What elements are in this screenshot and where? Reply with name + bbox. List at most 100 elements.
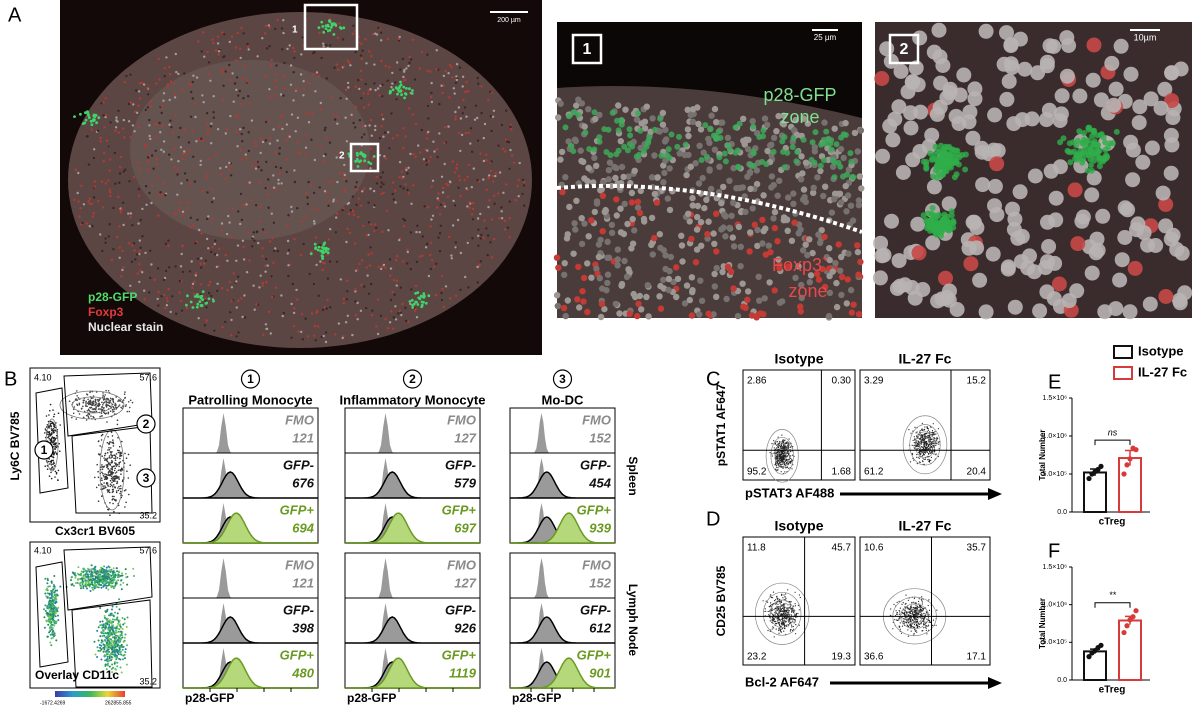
cell — [360, 259, 364, 262]
cell — [129, 216, 132, 219]
cell — [247, 131, 250, 134]
cell — [358, 87, 361, 91]
cell — [256, 55, 259, 58]
cell — [228, 161, 231, 165]
gfp-cell — [817, 162, 824, 169]
cell — [637, 187, 644, 195]
cell — [1165, 227, 1181, 243]
cell — [477, 234, 480, 238]
cell — [90, 202, 94, 205]
event — [89, 400, 91, 402]
event — [124, 397, 126, 399]
cell — [290, 336, 293, 339]
cell — [365, 266, 368, 269]
cell — [941, 196, 957, 212]
cell — [190, 90, 193, 94]
event — [126, 583, 129, 586]
cell — [267, 193, 270, 197]
cell — [195, 76, 199, 79]
cell — [389, 274, 392, 277]
cell — [446, 195, 450, 198]
event — [56, 589, 59, 592]
cell — [488, 199, 491, 202]
cell — [999, 25, 1014, 41]
label: p28-GFP — [185, 691, 234, 705]
cell — [185, 201, 189, 204]
cell — [132, 242, 136, 245]
event — [95, 486, 98, 489]
event — [45, 595, 48, 598]
cell — [744, 146, 752, 153]
cell — [489, 241, 492, 244]
cell — [203, 55, 206, 58]
cell — [837, 267, 844, 274]
cell — [608, 229, 616, 236]
cell — [576, 304, 583, 311]
cell — [380, 181, 383, 184]
cell — [282, 94, 285, 97]
cell — [296, 116, 300, 120]
cell — [356, 188, 359, 192]
cell — [857, 127, 865, 134]
event — [113, 457, 115, 460]
cell — [771, 287, 778, 294]
cell — [825, 312, 833, 320]
cell — [678, 232, 685, 239]
event — [109, 397, 112, 400]
event — [108, 638, 111, 640]
cell — [205, 319, 208, 322]
cell — [150, 184, 154, 188]
event — [116, 482, 119, 484]
cell — [174, 211, 177, 215]
event — [118, 445, 121, 448]
cell — [771, 208, 779, 216]
cell — [451, 76, 454, 79]
cell — [312, 282, 316, 286]
cell — [259, 151, 262, 155]
cell — [370, 252, 373, 255]
cell — [396, 255, 399, 258]
zone-label: Foxp3 — [772, 255, 822, 275]
event — [46, 607, 49, 610]
cell — [212, 41, 215, 45]
cell — [505, 140, 509, 143]
cell — [136, 253, 139, 256]
cell — [373, 229, 376, 233]
gfp-cell — [1060, 135, 1067, 142]
cell — [614, 262, 621, 269]
cell — [1123, 66, 1139, 82]
cell — [265, 327, 269, 331]
event — [115, 605, 118, 608]
event — [112, 484, 115, 486]
event — [88, 579, 91, 581]
cell — [836, 190, 844, 197]
cell — [179, 299, 182, 303]
event — [120, 632, 123, 635]
cell — [378, 94, 381, 97]
cell — [566, 203, 573, 211]
cell — [775, 256, 782, 263]
event — [53, 611, 56, 613]
gfp-cell — [575, 112, 582, 118]
cell — [643, 103, 650, 110]
cell — [810, 184, 817, 191]
cell — [455, 167, 458, 171]
gfp-cell — [736, 120, 743, 127]
cell — [371, 157, 374, 160]
event — [788, 467, 790, 469]
cell — [217, 53, 220, 56]
gfp-cell — [657, 115, 664, 122]
cell — [689, 106, 697, 113]
cell — [345, 180, 348, 183]
cell — [218, 247, 221, 251]
gfp-cell — [398, 85, 402, 88]
cell — [453, 92, 456, 95]
gfp-cell — [1065, 148, 1072, 155]
cell — [978, 304, 994, 320]
event — [107, 474, 110, 476]
event — [97, 626, 100, 629]
cell — [506, 226, 510, 229]
event — [127, 477, 130, 479]
cell — [370, 282, 373, 286]
cell — [346, 227, 349, 231]
